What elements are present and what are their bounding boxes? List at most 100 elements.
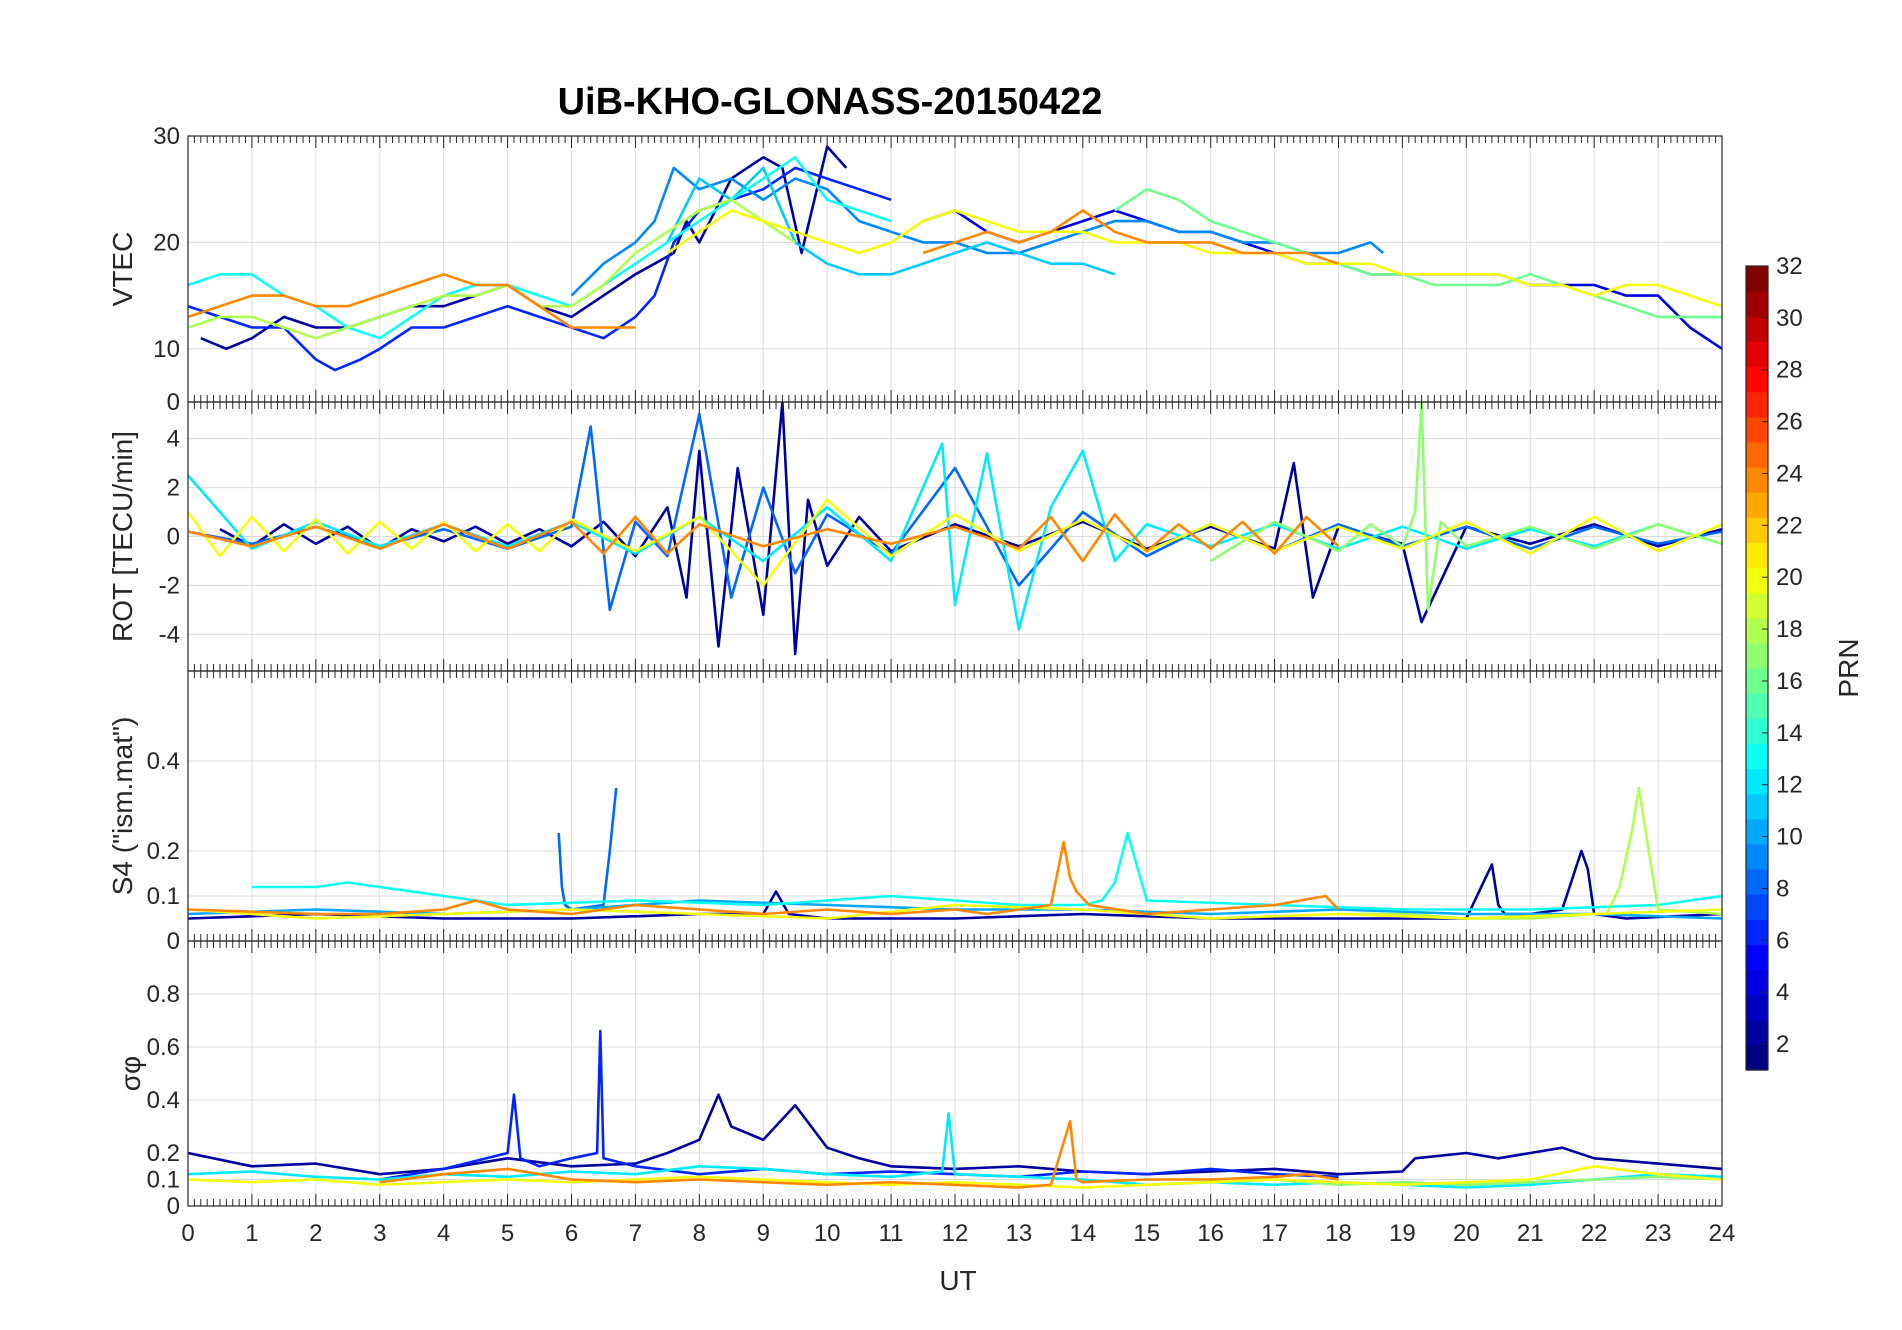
y-axis-label-rot: ROT [TECU/min] [107,431,138,642]
colorbar-segment [1746,441,1768,468]
panel-rot: -4 -2 0 2 4 0 ROT [TECU/min] [107,389,1723,672]
colorbar-tick-label: 6 [1776,927,1789,954]
y-tick-label: 0 [167,1193,180,1220]
y-tick-label: 0 [167,389,180,416]
colorbar-tick-label: 14 [1776,720,1803,747]
colorbar-tick-label: 20 [1776,564,1803,591]
x-tick-label: 3 [373,1220,386,1247]
series-prn-24 [379,1119,1339,1189]
x-tick-label: 4 [437,1220,450,1247]
x-tick-label: 1 [245,1220,258,1247]
colorbar-segment [1746,492,1768,518]
x-tick-label: 14 [1069,1220,1096,1247]
colorbar-segment [1746,793,1768,820]
x-tick-label: 6 [565,1220,578,1247]
x-tick-label: 21 [1517,1220,1544,1247]
series-prn-12 [188,1112,1722,1189]
series-prn-20 [188,903,1722,920]
y-tick-label: 0 [167,524,180,551]
colorbar-segment [1746,944,1768,971]
y-tick-label: 0.1 [147,883,180,910]
colorbar-segment [1746,994,1768,1021]
series-group [188,786,1722,920]
colorbar-label: PRN [1833,638,1864,697]
series-prn-24 [188,840,1340,916]
x-tick-label: 16 [1197,1220,1224,1247]
y-tick-label: 10 [153,336,180,363]
colorbar-segment [1746,467,1768,493]
y-tick-label: 0.1 [147,1167,180,1194]
x-tick-label: 0 [181,1220,194,1247]
colorbar-segment [1746,919,1768,945]
series-prn-18 [188,198,796,340]
series-prn-13 [251,831,1722,911]
colorbar-segment [1746,1044,1768,1071]
x-axis-label: UT [939,1265,976,1296]
colorbar-tick-label: 10 [1776,824,1803,851]
colorbar-segment [1746,567,1768,594]
colorbar-segment [1746,718,1768,744]
y-axis-label-s4: S4 ("ism.mat") [107,717,138,896]
y-tick-label: -2 [159,572,180,599]
colorbar-tick-label: 2 [1776,1031,1789,1058]
series-prn-6 [188,166,892,372]
colorbar-tick-label: 18 [1776,616,1803,643]
x-tick-label: 7 [629,1220,642,1247]
y-tick-label: 0.4 [147,1087,180,1114]
series-group [188,1029,1722,1189]
colorbar-tick-label: 4 [1776,979,1789,1006]
panel-sigma: 00.10.2 0.4 0.6 0.8 σφ [115,940,1723,1220]
series-prn-16 [1114,187,1722,319]
x-tick-label: 19 [1389,1220,1416,1247]
colorbar-segment [1746,542,1768,569]
y-axis-label-vtec: VTEC [107,232,138,307]
y-tick-label: 2 [167,475,180,502]
series-prn-2 [188,849,1722,920]
x-tick-label: 22 [1581,1220,1608,1247]
series-prn-24 [188,513,1340,563]
series-prn-11 [666,166,1116,276]
series-prn-24 [188,273,636,329]
y-tick-label: 4 [167,426,180,453]
series-prn-2 [200,145,848,351]
series-prn-24 [922,209,1339,265]
x-tick-label: 17 [1261,1220,1288,1247]
colorbar-segment [1746,894,1768,920]
colorbar-segment [1746,693,1768,719]
colorbar-tick-label: 12 [1776,772,1803,799]
colorbar-tick-label: 28 [1776,357,1803,384]
colorbar-segment [1746,517,1768,543]
series-group [188,402,1722,656]
y-tick-label: 0.8 [147,981,180,1008]
chart-title: UiB-KHO-GLONASS-20150422 [558,81,1103,123]
x-tick-label: 10 [814,1220,841,1247]
x-tick-label: 13 [1006,1220,1033,1247]
series-prn-20 [666,209,1722,308]
series-prn-12 [188,442,1722,631]
colorbar-tick-label: 32 [1776,253,1803,280]
colorbar-segment [1746,291,1768,317]
y-tick-label: -4 [159,621,180,648]
colorbar-segment [1746,768,1768,795]
colorbar-segment [1746,668,1768,694]
series-prn-20 [188,498,1722,587]
y-tick-label: 30 [153,123,180,150]
colorbar-segment [1746,843,1768,870]
panel-vtec: 10 20 30 VTEC [107,123,1723,403]
y-tick-label: 0.6 [147,1034,180,1061]
series-group [188,145,1722,372]
series-prn-17 [1210,402,1722,612]
panel-s4: 0 0.1 0.2 0.4 S4 ("ism.mat") [107,670,1723,955]
colorbar-segment [1746,642,1768,669]
colorbar-segment [1746,316,1768,342]
y-tick-label: 0.2 [147,838,180,865]
y-tick-label: 0.4 [147,748,180,775]
colorbar-segment [1746,391,1768,418]
colorbar-tick-label: 8 [1776,875,1789,902]
colorbar-segment [1746,366,1768,393]
x-tick-label: 23 [1645,1220,1672,1247]
colorbar-tick-label: 24 [1776,460,1803,487]
